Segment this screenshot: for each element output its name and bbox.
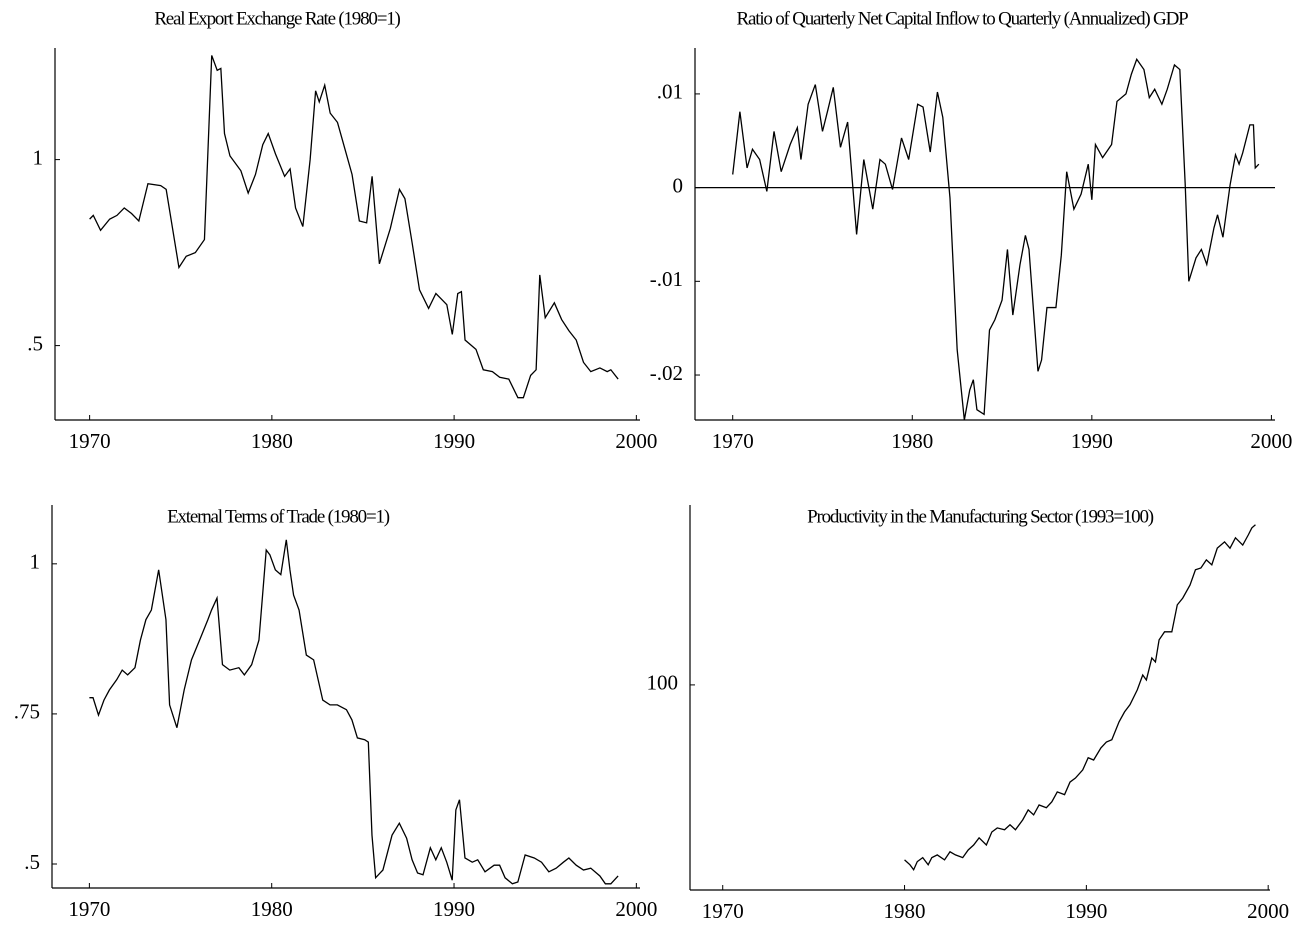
- x-tick-label: 1980: [891, 429, 933, 453]
- y-tick-label: .5: [24, 850, 40, 874]
- x-tick-label: 1970: [69, 429, 111, 453]
- y-tick-label: .5: [27, 331, 43, 355]
- data-line: [904, 524, 1256, 872]
- x-tick-label: 2000: [615, 429, 657, 453]
- data-line: [732, 57, 1260, 421]
- y-tick-label: .75: [14, 700, 40, 724]
- chart-title: External Terms of Trade (1980=1): [167, 506, 390, 527]
- x-tick-label: 1970: [702, 899, 744, 923]
- x-tick-label: 2000: [615, 897, 657, 921]
- x-tick-label: 1970: [68, 897, 110, 921]
- x-tick-label: 2000: [1247, 899, 1289, 923]
- x-tick-label: 1970: [712, 429, 754, 453]
- data-line: [89, 55, 619, 399]
- y-tick-label: -.02: [650, 361, 683, 385]
- x-tick-label: 1980: [884, 899, 926, 923]
- x-tick-label: 1990: [1065, 899, 1107, 923]
- x-tick-label: 1980: [251, 429, 293, 453]
- x-tick-label: 1980: [251, 897, 293, 921]
- y-tick-label: 1: [30, 550, 41, 574]
- data-line: [89, 539, 619, 885]
- y-tick-label: .01: [657, 80, 683, 104]
- y-tick-label: 1: [33, 145, 44, 169]
- chart-title: Productivity in the Manufacturing Sector…: [807, 506, 1154, 527]
- chart-title: Ratio of Quarterly Net Capital Inflow to…: [737, 8, 1189, 29]
- chart-title: Real Export Exchange Rate (1980=1): [154, 8, 400, 29]
- x-tick-label: 1990: [433, 897, 475, 921]
- x-tick-label: 1990: [433, 429, 475, 453]
- y-tick-label: 0: [673, 173, 684, 197]
- x-tick-label: 2000: [1250, 429, 1292, 453]
- y-tick-label: -.01: [650, 267, 683, 291]
- x-tick-label: 1990: [1071, 429, 1113, 453]
- y-tick-label: 100: [647, 671, 679, 695]
